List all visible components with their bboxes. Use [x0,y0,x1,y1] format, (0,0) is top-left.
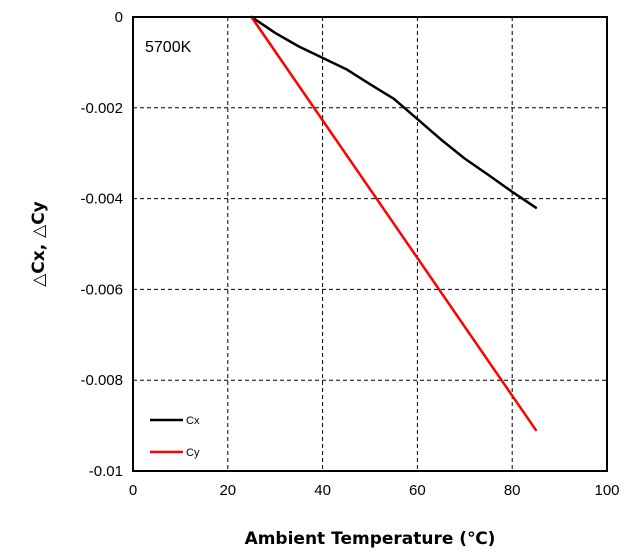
x-tick-label: 40 [314,482,331,499]
y-tick-label: -0.006 [80,281,123,298]
annotation-5700k: 5700K [145,39,192,56]
x-tick-label: 0 [129,482,137,499]
y-tick-label: -0.004 [80,191,123,208]
legend-label-cy: Cy [186,447,200,459]
x-axis-title: Ambient Temperature (℃) [245,529,496,549]
x-tick-label: 100 [594,482,619,499]
y-tick-label: -0.002 [80,100,123,117]
y-tick-labels: 0 -0.002 -0.004 -0.006 -0.008 -0.01 [80,9,123,480]
x-tick-label: 20 [219,482,236,499]
y-tick-label: -0.01 [89,463,123,480]
legend-label-cx: Cx [186,415,200,427]
y-tick-label: 0 [115,9,123,26]
y-tick-label: -0.008 [80,372,123,389]
x-tick-label: 80 [504,482,521,499]
y-axis-title: △Cx, △Cy [29,201,49,287]
x-tick-labels: 0 20 40 60 80 100 [129,482,620,499]
x-tick-label: 60 [409,482,426,499]
